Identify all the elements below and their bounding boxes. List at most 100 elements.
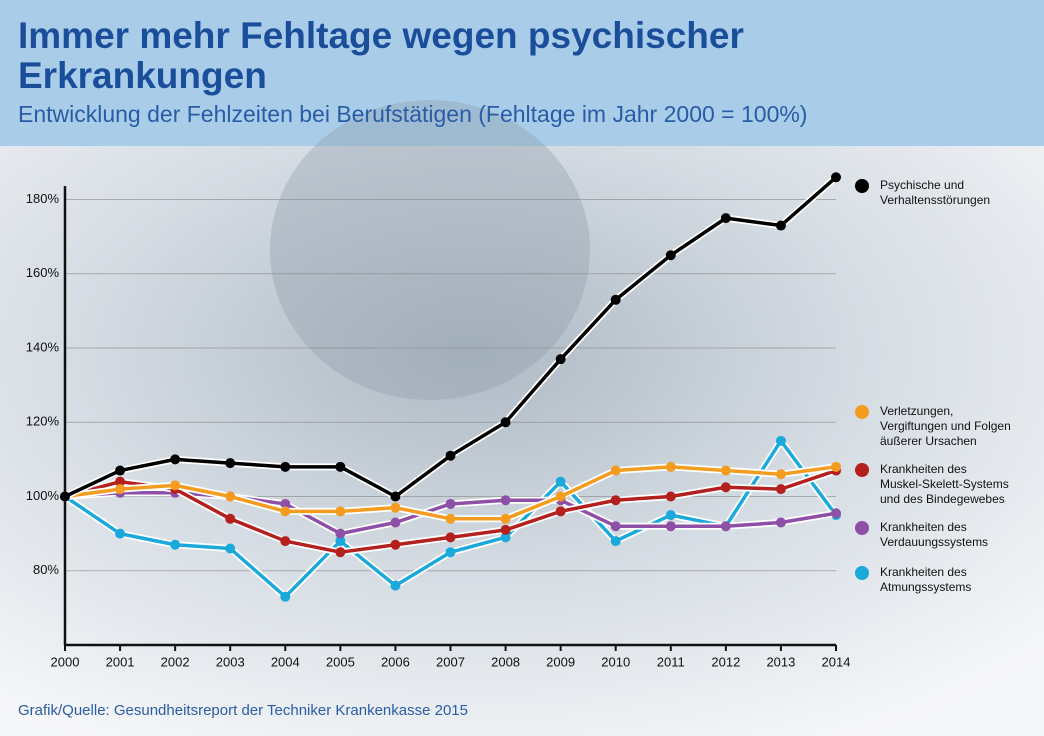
data-point (500, 513, 511, 524)
data-point (720, 521, 731, 532)
legend-label: Psychische und Verhaltensstörungen (880, 178, 991, 207)
data-point (445, 532, 456, 543)
data-point (775, 220, 786, 231)
x-tick-label: 2003 (216, 654, 245, 669)
data-point (555, 506, 566, 517)
chart-title: Immer mehr Fehltage wegen psychischer Erk… (18, 15, 744, 96)
y-tick-label: 120% (26, 414, 60, 429)
data-point (390, 491, 401, 502)
data-point (280, 498, 291, 509)
data-point (390, 517, 401, 528)
legend-label: Krankheiten des Muskel-Skelett-Systems u… (880, 462, 1009, 506)
data-point (555, 354, 566, 365)
data-point (665, 521, 676, 532)
data-point (831, 461, 841, 472)
data-point (280, 536, 291, 547)
x-tick-label: 2000 (51, 654, 80, 669)
data-point (610, 521, 621, 532)
legend-label: Krankheiten des Verdauungssystems (880, 520, 989, 549)
data-point (445, 450, 456, 461)
data-point (225, 458, 236, 469)
x-tick-label: 2001 (106, 654, 135, 669)
data-point (390, 539, 401, 550)
data-point (335, 461, 346, 472)
data-point (445, 513, 456, 524)
legend-marker (855, 566, 869, 580)
data-point (775, 517, 786, 528)
x-tick-label: 2007 (436, 654, 465, 669)
data-point (665, 461, 676, 472)
data-point (610, 294, 621, 305)
data-point (60, 491, 70, 502)
x-tick-label: 2008 (491, 654, 520, 669)
x-tick-label: 2011 (657, 654, 685, 669)
data-point (445, 498, 456, 509)
data-point (720, 213, 731, 224)
y-tick-label: 160% (26, 265, 60, 280)
data-point (500, 532, 511, 543)
data-point (831, 172, 841, 183)
legend-label: Verletzungen, Vergiftungen und Folgen äu… (880, 404, 1011, 448)
data-point (225, 543, 236, 554)
data-point (115, 484, 126, 495)
y-tick-label: 180% (26, 191, 60, 206)
x-tick-label: 2004 (271, 654, 300, 669)
data-point (500, 495, 511, 506)
data-point (831, 508, 841, 519)
x-tick-label: 2014 (822, 654, 851, 669)
data-point (280, 461, 291, 472)
legend-marker (855, 405, 869, 419)
data-point (170, 454, 181, 465)
x-tick-label: 2013 (766, 654, 795, 669)
data-point (390, 580, 401, 591)
y-tick-label: 140% (26, 339, 60, 354)
data-point (115, 528, 126, 539)
data-point (610, 465, 621, 476)
y-tick-label: 100% (26, 488, 60, 503)
data-point (720, 482, 731, 493)
data-point (775, 484, 786, 495)
legend-marker (855, 521, 869, 535)
data-point (335, 528, 346, 539)
source: Grafik/Quelle: Gesundheitsreport der Tec… (18, 702, 468, 719)
x-tick-label: 2006 (381, 654, 410, 669)
x-tick-label: 2002 (161, 654, 190, 669)
data-point (610, 536, 621, 547)
chart-subtitle: Entwicklung der Fehlzeiten bei Berufstät… (18, 101, 807, 127)
data-point (335, 506, 346, 517)
data-point (555, 476, 566, 487)
data-point (115, 465, 126, 476)
background-photo (0, 146, 1044, 736)
data-point (335, 547, 346, 558)
data-point (775, 435, 786, 446)
header-band (0, 0, 1044, 146)
x-tick-label: 2005 (326, 654, 355, 669)
data-point (225, 491, 236, 502)
data-point (335, 536, 346, 547)
x-tick-label: 2012 (711, 654, 740, 669)
data-point (720, 465, 731, 476)
data-point (500, 524, 511, 535)
legend-marker (855, 179, 869, 193)
data-point (170, 539, 181, 550)
data-point (500, 417, 511, 428)
data-point (280, 591, 291, 602)
data-point (280, 506, 291, 517)
photo-face (270, 100, 590, 400)
data-point (665, 510, 676, 521)
data-point (775, 469, 786, 480)
data-point (610, 495, 621, 506)
data-point (225, 513, 236, 524)
x-tick-label: 2009 (546, 654, 575, 669)
data-point (390, 502, 401, 513)
y-tick-label: 80% (33, 562, 59, 577)
data-point (665, 250, 676, 261)
data-point (445, 547, 456, 558)
legend-marker (855, 463, 869, 477)
data-point (115, 476, 126, 487)
x-tick-label: 2010 (601, 654, 630, 669)
legend-label: Krankheiten des Atmungssystems (880, 565, 972, 594)
data-point (555, 491, 566, 502)
